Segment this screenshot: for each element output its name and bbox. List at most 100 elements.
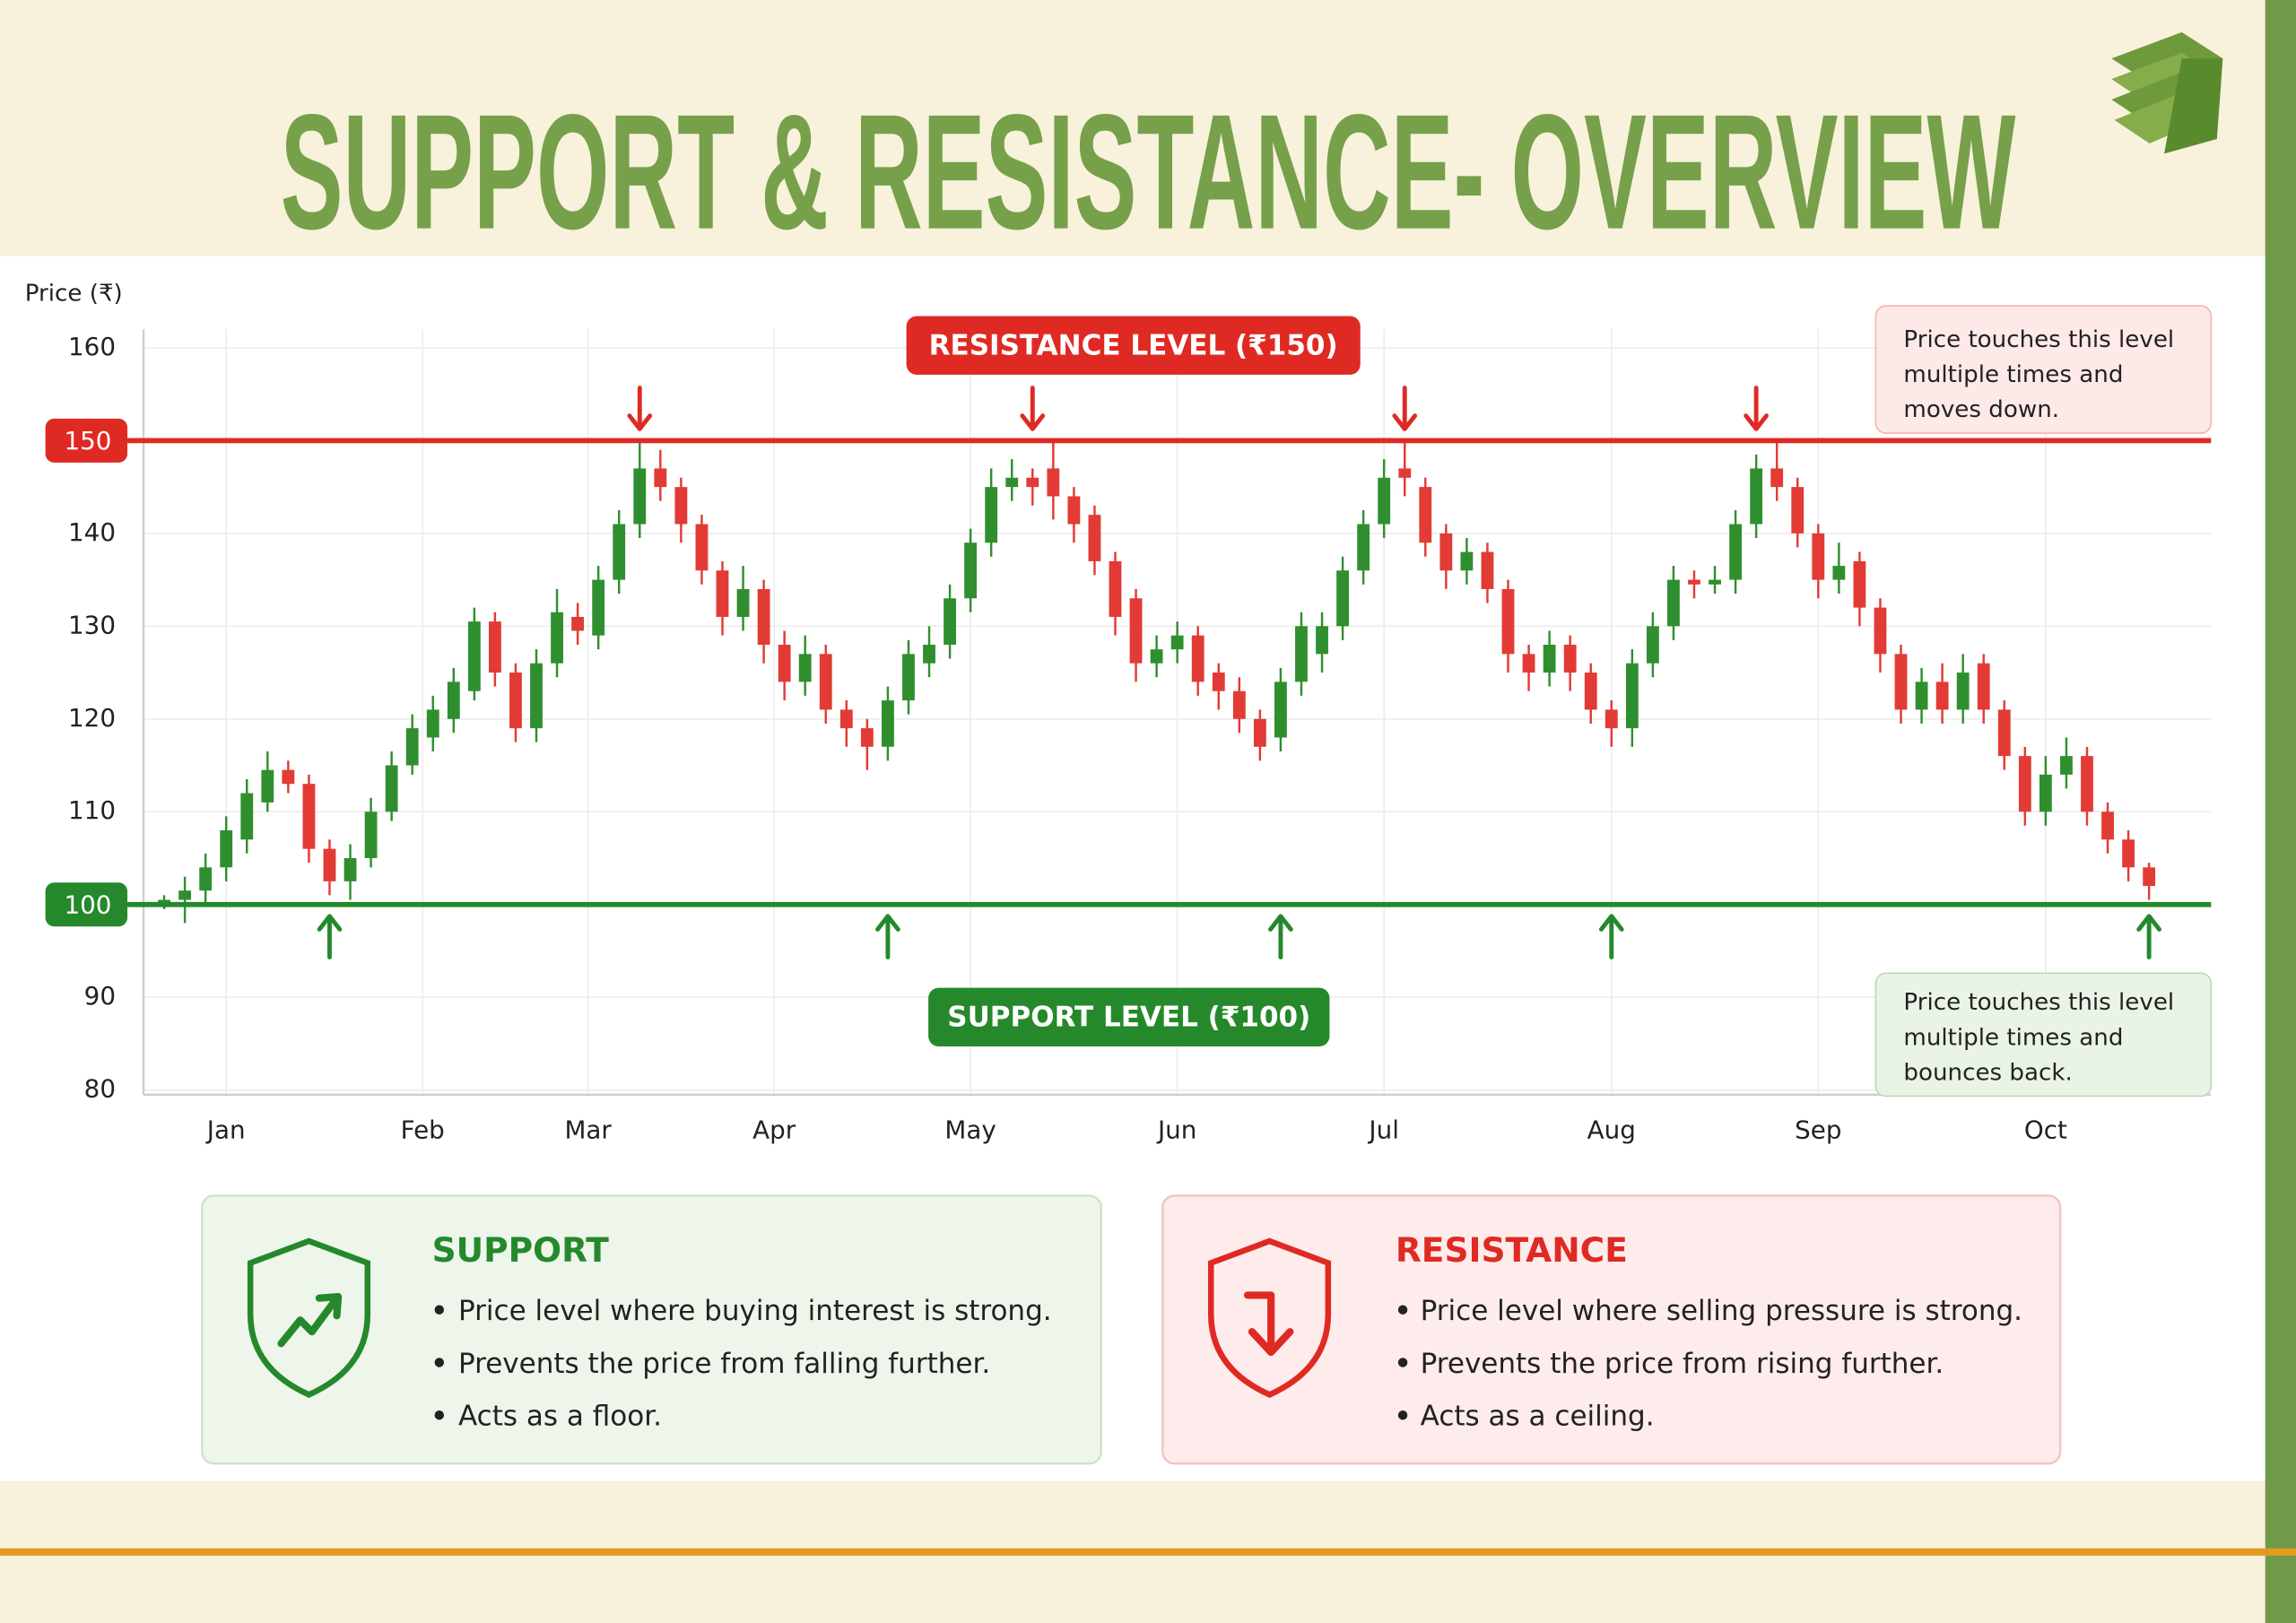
candle-body	[1460, 551, 1474, 571]
candle-body	[923, 645, 935, 664]
support-touch-arrow	[317, 914, 343, 959]
resistance-label-box: RESISTANCE LEVEL (₹150)	[906, 316, 1361, 375]
y-axis-label: Price (₹)	[25, 281, 123, 308]
candle-body	[716, 570, 729, 617]
candle-body	[1336, 570, 1349, 627]
resistance-touch-arrow	[1744, 386, 1770, 431]
resistance-touch-arrow	[1392, 386, 1418, 431]
candle-body	[819, 654, 832, 710]
footer-rule	[0, 1548, 2296, 1556]
candle-body	[654, 468, 667, 488]
candle-body	[220, 829, 233, 868]
candle-body	[1729, 524, 1743, 580]
note-line: Price touches this level	[1903, 989, 2174, 1016]
candle-body	[964, 542, 978, 599]
card-bullet: Prevents the price from falling further.	[458, 1348, 990, 1380]
candle-body	[2101, 812, 2114, 840]
note-line: multiple times and	[1903, 361, 2123, 388]
logo	[2111, 31, 2223, 154]
y-tick-label: 140	[68, 517, 116, 547]
x-tick-label: Oct	[2024, 1115, 2067, 1145]
candle-body	[633, 468, 647, 525]
side-bar	[2265, 0, 2296, 1623]
candle-body	[736, 588, 750, 617]
candle-body	[364, 812, 378, 858]
y-tick-label: 130	[68, 610, 116, 639]
candle-body	[447, 681, 460, 719]
candle-body	[1709, 579, 1721, 585]
candle-body	[1088, 515, 1101, 561]
note-line: multiple times and	[1903, 1024, 2123, 1051]
candle-body	[2039, 774, 2052, 812]
candle-body	[1253, 718, 1266, 747]
candle-body	[778, 645, 791, 682]
card-title: RESISTANCE	[1396, 1230, 1628, 1270]
candle-body	[1584, 673, 1597, 710]
candle-body	[1170, 635, 1184, 650]
candle-body	[467, 621, 481, 691]
support-touch-arrow	[1268, 914, 1293, 959]
card-bullet: Acts as a ceiling.	[1421, 1401, 1655, 1433]
candle-body	[1481, 551, 1494, 589]
x-tick-label: Sep	[1795, 1115, 1841, 1145]
candle-body	[798, 654, 812, 682]
candle-body	[1232, 690, 1246, 719]
shield-icon	[1207, 1237, 1332, 1398]
note-line: bounces back.	[1903, 1059, 2072, 1086]
x-tick-label: Jan	[205, 1115, 246, 1145]
card-bullet: Price level where selling pressure is st…	[1421, 1295, 2022, 1327]
candle-body	[261, 769, 274, 803]
candle-body	[405, 728, 419, 766]
candle-body	[1047, 468, 1060, 497]
candle-body	[2122, 839, 2135, 868]
level-badge	[45, 418, 128, 463]
candle-body	[323, 848, 336, 881]
candle-body	[757, 588, 770, 646]
candle-body	[1625, 663, 1639, 729]
candle-body	[282, 769, 295, 785]
support-label: SUPPORT LEVEL (₹100)	[947, 1001, 1310, 1033]
support-label-box: SUPPORT LEVEL (₹100)	[928, 987, 1330, 1046]
candle-body	[1212, 673, 1225, 691]
x-tick-label: Jul	[1367, 1115, 1398, 1145]
card-bullet: Acts as a floor.	[458, 1401, 662, 1433]
level-badge	[45, 882, 128, 927]
x-tick-label: Mar	[564, 1115, 612, 1145]
candle-body	[1770, 468, 1784, 488]
card-bullet: Price level where buying interest is str…	[458, 1295, 1052, 1327]
candle-body	[1667, 579, 1680, 627]
candle-body	[1832, 566, 1846, 580]
candle-body	[2060, 756, 2073, 775]
candle-body	[1543, 645, 1556, 673]
resistance-card: RESISTANCE Price level where selling pre…	[1161, 1194, 2062, 1465]
candle-body	[178, 890, 192, 900]
shield-icon	[247, 1237, 371, 1398]
candle-body	[674, 487, 688, 525]
x-tick-label: Aug	[1587, 1115, 1636, 1145]
y-tick-label: 90	[84, 981, 116, 1011]
x-tick-label: Feb	[401, 1115, 445, 1145]
candle-body	[2018, 756, 2031, 812]
candle-body	[1005, 477, 1019, 488]
candle-body	[344, 857, 357, 881]
candle-body	[881, 700, 894, 747]
resistance-note: Price touches this level multiple times …	[1874, 305, 2213, 434]
candle-body	[1439, 533, 1453, 571]
candle-body	[1129, 598, 1143, 664]
candle-body	[1977, 663, 1990, 710]
candle-body	[1605, 709, 1618, 729]
card-bullet: Prevents the price from rising further.	[1421, 1348, 1944, 1380]
candle-body	[1750, 468, 1763, 525]
support-touch-arrow	[2136, 914, 2162, 959]
candle-body	[839, 709, 853, 729]
candle-body	[1563, 645, 1577, 673]
candle-body	[1378, 477, 1391, 525]
candle-body	[985, 487, 998, 543]
candle-body	[1109, 560, 1122, 617]
x-tick-label: May	[944, 1115, 996, 1145]
candle-body	[1398, 468, 1412, 478]
candle-body	[488, 621, 501, 673]
support-touch-arrow	[1598, 914, 1624, 959]
support-touch-arrow	[875, 914, 900, 959]
